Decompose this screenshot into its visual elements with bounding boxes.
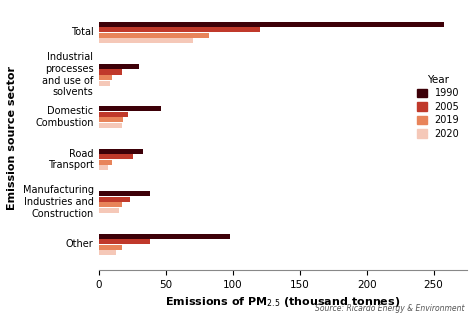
Bar: [99, 38, 193, 43]
Bar: [99, 165, 109, 170]
Bar: [99, 21, 444, 27]
Bar: [99, 123, 122, 128]
Bar: [99, 245, 122, 250]
Text: Source: Ricardo Energy & Environment: Source: Ricardo Energy & Environment: [315, 304, 465, 313]
Bar: [99, 208, 119, 213]
Bar: [99, 117, 123, 123]
Bar: [99, 202, 122, 207]
Bar: [99, 64, 139, 69]
Y-axis label: Emission source sector: Emission source sector: [7, 66, 17, 210]
Bar: [99, 27, 260, 32]
Bar: [99, 160, 112, 165]
Bar: [99, 239, 150, 244]
Bar: [99, 154, 133, 159]
Bar: [99, 149, 143, 154]
Bar: [99, 70, 122, 75]
Bar: [99, 234, 230, 239]
Bar: [99, 250, 117, 255]
Bar: [99, 197, 130, 202]
Bar: [99, 33, 209, 38]
Bar: [99, 106, 161, 112]
Bar: [99, 81, 110, 86]
Bar: [99, 191, 150, 196]
Bar: [99, 75, 112, 80]
Bar: [99, 112, 128, 117]
X-axis label: Emissions of PM$_{2.5}$ (thousand tonnes): Emissions of PM$_{2.5}$ (thousand tonnes…: [165, 295, 401, 309]
Legend: 1990, 2005, 2019, 2020: 1990, 2005, 2019, 2020: [414, 72, 462, 142]
